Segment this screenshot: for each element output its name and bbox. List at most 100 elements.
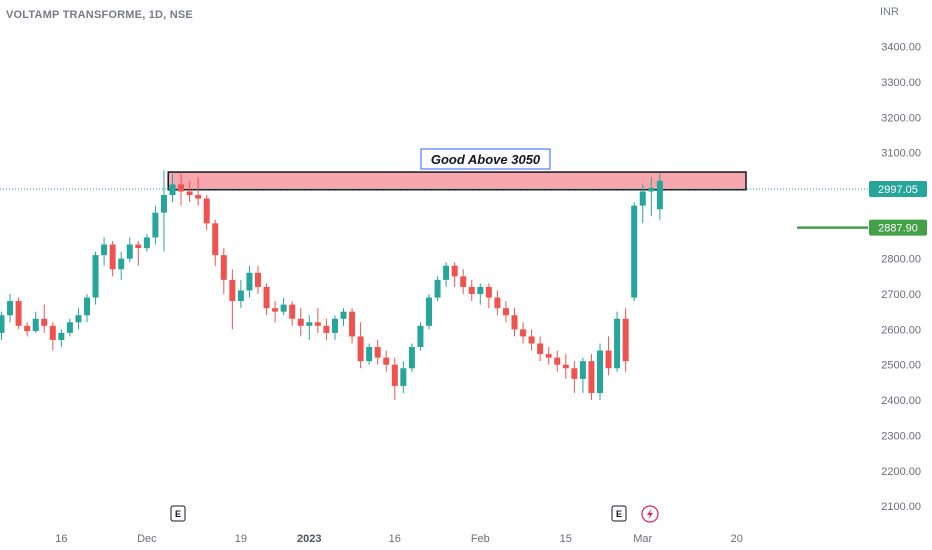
candle [263,283,270,316]
candle [314,308,321,333]
candle [357,322,364,369]
candle [229,269,236,330]
candle [126,237,133,263]
candle [622,308,629,372]
candle-body [349,311,356,337]
lightning-icon[interactable] [641,505,659,523]
candle-body [280,304,287,312]
last-price-tag[interactable]: 2997.05 [869,181,927,197]
x-axis[interactable]: Nov16Dec19202316Feb15Mar20 [0,533,743,545]
candle [426,294,432,330]
horizontal-line-tag[interactable]: 2887.90 [869,219,927,236]
candle-body [374,347,381,358]
candle [545,347,552,365]
candle [272,301,279,323]
y-tick-label: 3300.00 [881,77,921,89]
last-price-tag-box [869,181,927,197]
candle-body [391,364,398,386]
candle [408,343,415,372]
candle-body [562,364,569,369]
x-tick-label: 2023 [297,533,321,545]
candle [520,322,527,344]
candle-body [186,191,193,196]
candle-body [383,357,390,365]
y-tick-label: 3100.00 [881,148,921,160]
candle-body [229,279,236,302]
candle [203,195,210,231]
candle [15,297,22,330]
y-axis[interactable]: 2100.00 2200.00 2300.00 2400.00 2500.00 2600.… [881,42,921,514]
candle-body [656,180,663,210]
earnings-badge-label: E [175,509,181,519]
candle-body [468,286,475,295]
candle-body [263,286,270,309]
candle [597,343,603,401]
candle-body [92,255,99,298]
x-tick-label: 16 [55,533,67,545]
candle-body [75,315,82,323]
candle-body [118,258,125,270]
candle-body [135,244,142,249]
candle [0,311,5,340]
candle-body [614,318,621,369]
y-tick-label: 2300.00 [881,430,921,442]
earnings-badge[interactable]: E [170,505,186,522]
candle-body [528,336,535,344]
chart-title: VOLTAMP TRANSFORME, 1D, NSE [6,9,193,21]
candle-body [460,276,467,287]
candle [178,173,185,206]
candle-body [143,237,150,249]
resistance-zone[interactable] [167,171,747,191]
candle [152,205,159,245]
candle [349,308,356,344]
y-tick-label: 2600.00 [881,324,921,336]
candle-body [545,354,552,358]
candle [502,301,509,323]
candle [220,248,227,295]
candle-body [434,279,441,298]
candle [255,265,261,295]
candle [579,357,586,393]
candle-body [340,311,347,319]
y-tick-label: 2500.00 [881,360,921,372]
candles-layer [0,170,663,401]
candle-body [32,318,39,332]
currency-label: INR [880,6,899,18]
candle [631,202,638,302]
candle [323,318,330,340]
candle-body [366,347,373,362]
candle-body [357,336,364,362]
candle-body [272,308,279,312]
x-tick-label: 16 [389,533,401,545]
candle-body [443,265,450,280]
candle-body [588,361,595,393]
earnings-badge-label: E [616,509,622,519]
candle [109,240,116,277]
candle-body [152,212,159,238]
y-tick-label: 3400.00 [881,42,921,54]
candle [528,329,535,351]
candle-body [554,357,561,365]
candle [32,311,39,333]
annotation-box[interactable] [420,148,551,170]
candle-body [314,322,321,326]
candle [383,350,390,372]
candle [306,315,313,340]
candle-body [41,318,48,326]
candle [460,269,467,295]
candle [212,219,219,266]
candle-body [408,347,415,369]
price-line-layer [0,188,868,229]
candle-body [537,343,544,355]
candle [417,322,424,351]
candle [41,304,48,333]
candle [451,262,458,287]
candle [289,301,296,326]
candle-body [255,272,261,287]
candle-body [237,290,244,302]
candle-body [84,297,90,316]
earnings-badge[interactable]: E [611,505,627,522]
candle-body [126,244,133,259]
candle [443,262,450,287]
